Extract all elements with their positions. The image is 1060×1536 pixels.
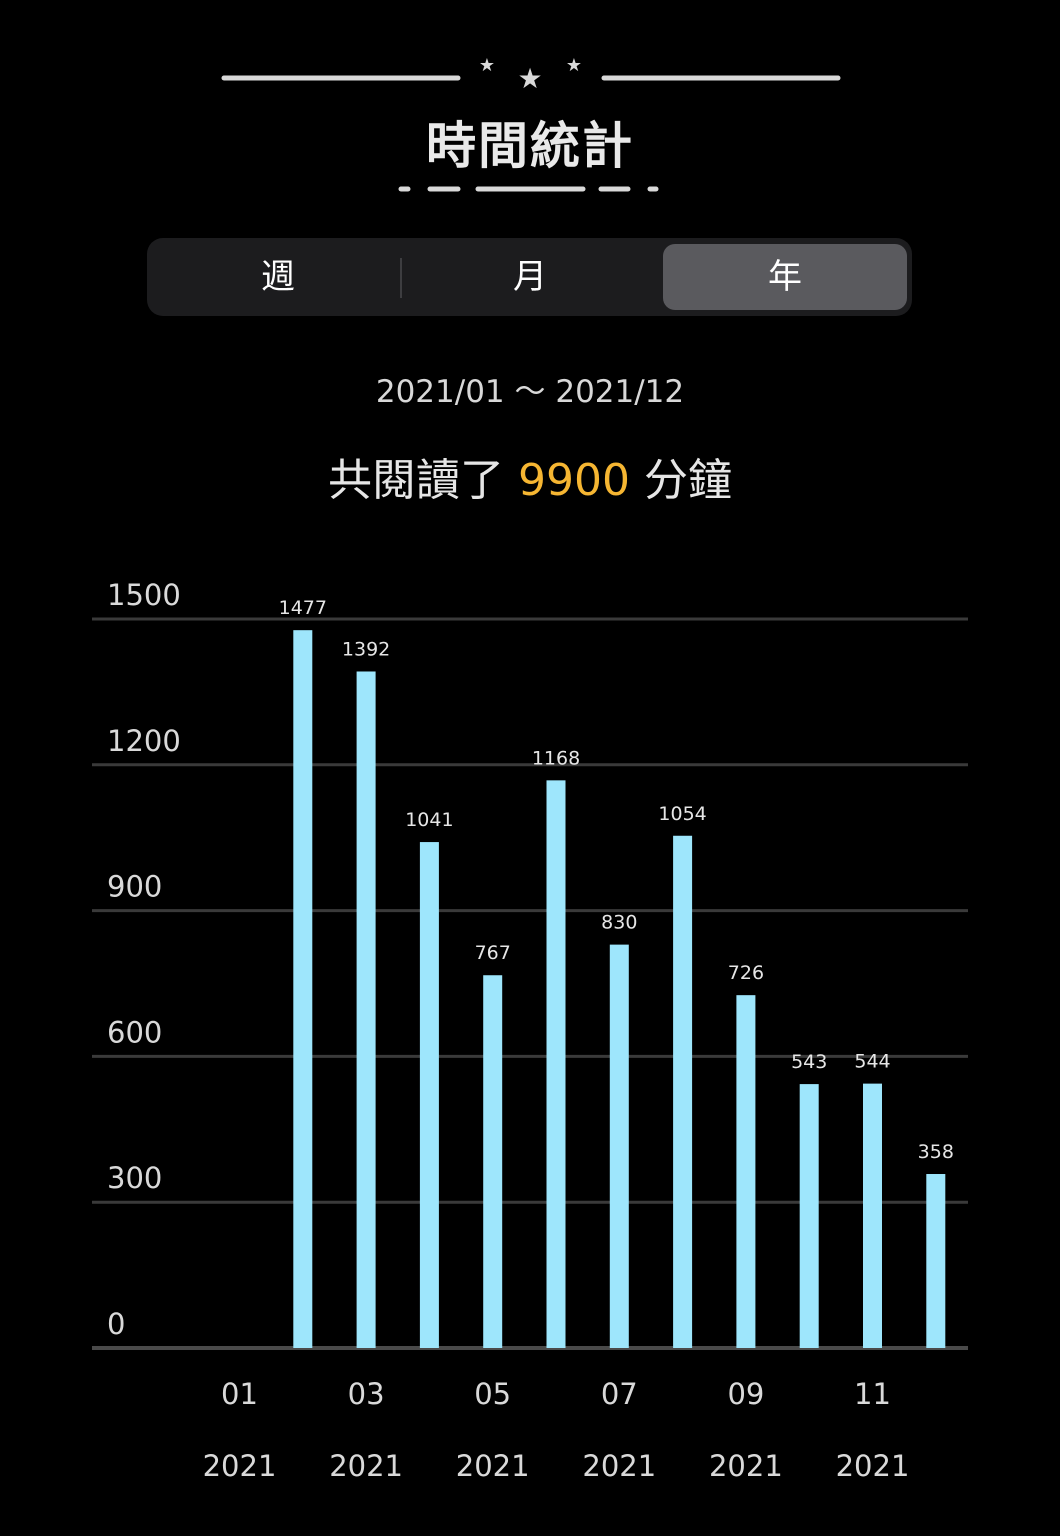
date-range-label: 2021/01 ～ 2021/12 bbox=[375, 374, 685, 410]
y-tick-label: 1200 bbox=[107, 724, 181, 758]
bar-07 bbox=[609, 944, 629, 1348]
x-tick-year-label: 2021 bbox=[329, 1449, 403, 1483]
bar-04 bbox=[419, 842, 439, 1348]
tab-month[interactable]: 月 bbox=[513, 257, 547, 297]
star-icon: ★ bbox=[517, 62, 542, 95]
bar-value-label: 830 bbox=[601, 912, 637, 934]
x-tick-month-label: 07 bbox=[601, 1377, 638, 1411]
bar-05 bbox=[483, 975, 503, 1348]
x-tick-year-label: 2021 bbox=[836, 1449, 910, 1483]
summary-prefix: 共閱讀了 bbox=[328, 455, 504, 506]
bar-10 bbox=[799, 1084, 819, 1348]
header-ornament: ★ ★ ★ bbox=[221, 55, 841, 192]
star-icon: ★ bbox=[566, 55, 582, 76]
bar-value-label: 1392 bbox=[342, 638, 390, 660]
total-minutes-value: 9900 bbox=[518, 455, 630, 506]
bar-06 bbox=[546, 780, 566, 1348]
y-tick-label: 1500 bbox=[107, 578, 181, 612]
bar-value-label: 358 bbox=[918, 1141, 954, 1163]
x-tick-month-label: 11 bbox=[854, 1377, 891, 1411]
bar-value-label: 543 bbox=[791, 1051, 827, 1073]
summary-suffix: 分鐘 bbox=[643, 455, 732, 506]
bar-value-label: 767 bbox=[475, 942, 511, 964]
bar-12 bbox=[926, 1174, 946, 1348]
x-tick-year-label: 2021 bbox=[203, 1449, 277, 1483]
x-tick-month-label: 09 bbox=[727, 1377, 764, 1411]
y-tick-label: 300 bbox=[107, 1161, 162, 1195]
star-icon: ★ bbox=[479, 55, 495, 76]
y-tick-label: 900 bbox=[107, 870, 162, 904]
bar-08 bbox=[673, 835, 693, 1348]
bar-value-label: 1054 bbox=[658, 803, 706, 825]
x-tick-month-label: 03 bbox=[348, 1377, 385, 1411]
bar-03 bbox=[356, 671, 376, 1348]
bar-11 bbox=[863, 1083, 882, 1348]
y-tick-label: 600 bbox=[107, 1015, 162, 1049]
bar-value-label: 544 bbox=[854, 1051, 890, 1073]
segment-divider bbox=[400, 258, 402, 298]
x-tick-year-label: 2021 bbox=[582, 1449, 656, 1483]
x-tick-month-label: 05 bbox=[474, 1377, 511, 1411]
bar-value-label: 1477 bbox=[279, 597, 327, 619]
bar-value-label: 1168 bbox=[532, 747, 580, 769]
page-title: 時間統計 bbox=[426, 117, 634, 175]
bar-value-label: 1041 bbox=[405, 809, 453, 831]
reading-summary: 共閱讀了 9900 分鐘 bbox=[0, 444, 1060, 508]
period-segmented-control: 週 月 年 bbox=[147, 238, 912, 316]
bar-02 bbox=[293, 630, 313, 1348]
x-tick-month-label: 01 bbox=[221, 1377, 258, 1411]
bar-value-label: 726 bbox=[728, 962, 764, 984]
tab-year[interactable]: 年 bbox=[663, 244, 907, 310]
tab-week[interactable]: 週 bbox=[261, 257, 295, 297]
x-tick-year-label: 2021 bbox=[456, 1449, 530, 1483]
bar-09 bbox=[736, 995, 756, 1348]
y-tick-label: 0 bbox=[107, 1307, 125, 1341]
x-tick-year-label: 2021 bbox=[709, 1449, 783, 1483]
reading-time-bar-chart: 0 300 600 900 1200 1500 1477 1392 1041 767 1168 830… bbox=[92, 578, 968, 1483]
